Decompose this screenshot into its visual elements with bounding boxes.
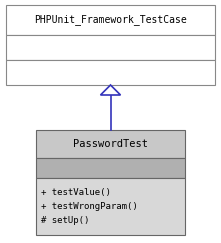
Text: PasswordTest: PasswordTest (73, 139, 148, 149)
Bar (6, 35, 215, 60)
Text: # setUp(): # setUp() (41, 216, 89, 225)
Bar (6, 60, 215, 85)
Text: + testWrongParam(): + testWrongParam() (41, 202, 138, 211)
Polygon shape (101, 85, 120, 95)
Bar (36, 130, 185, 158)
Text: PHPUnit_Framework_TestCase: PHPUnit_Framework_TestCase (34, 15, 187, 26)
Text: + testValue(): + testValue() (41, 188, 111, 197)
Bar (36, 158, 185, 178)
Bar (36, 178, 185, 235)
Bar (6, 5, 215, 35)
